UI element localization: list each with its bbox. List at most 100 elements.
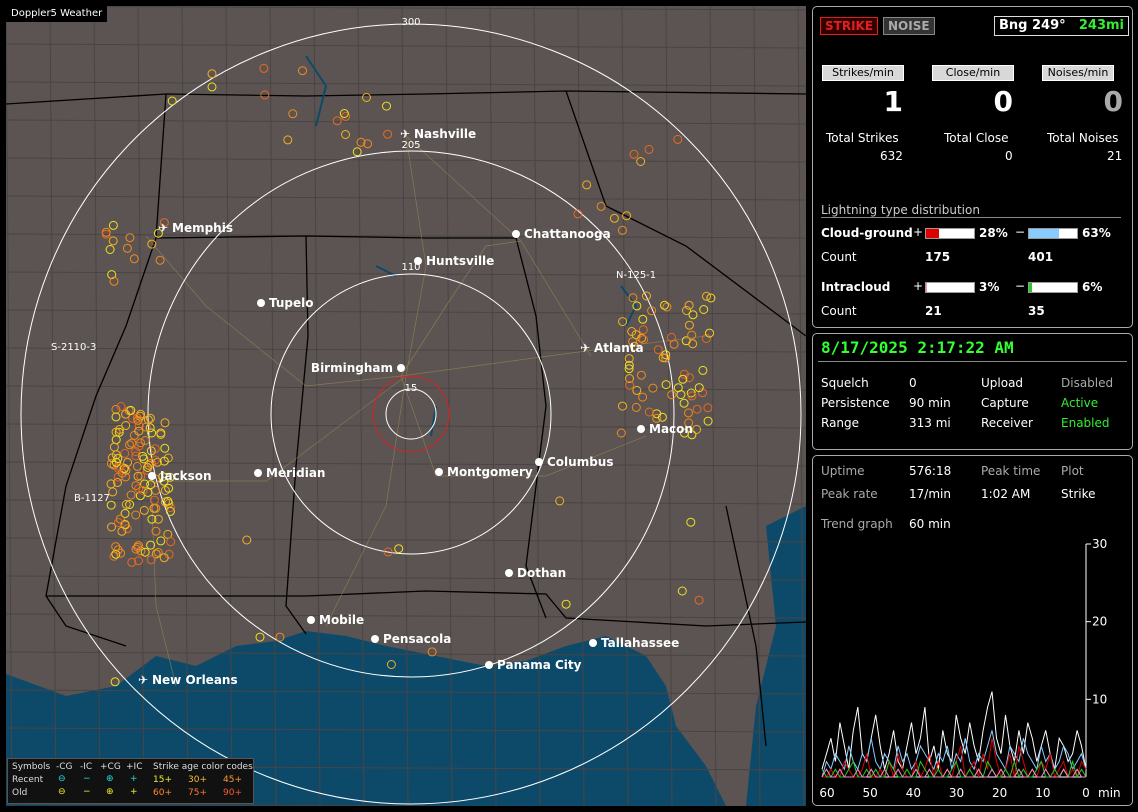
city-dot [148,472,156,480]
city-dot [535,458,543,466]
strike-marker [131,451,141,461]
trend-x-tick-label: 50 [863,786,878,800]
strike-marker [146,555,156,565]
strike-marker [652,413,662,423]
noises-per-min-button[interactable]: Noises/min [1042,65,1114,81]
strike-marker [638,314,648,324]
legend-old-label: Old [12,788,28,798]
noise-tab[interactable]: NOISE [883,17,935,35]
strike-marker [166,537,176,547]
ic-minus-pct: 6% [1082,280,1103,294]
lightning-map[interactable]: 300 205 110 15 ✈ Nashville ✈ Memphis Chattan… [6,6,806,806]
strike-marker [156,536,166,546]
strike-marker [644,144,654,154]
strike-marker [152,457,162,467]
legend-recent-ic-minus-icon: − [83,774,91,784]
strike-marker [155,255,165,265]
strike-marker [639,335,648,345]
strike-marker [259,63,269,73]
strike-marker [679,398,689,408]
strike-marker [617,225,627,235]
strike-marker [658,353,668,363]
total-strikes-label: Total Strikes [826,131,899,145]
strike-marker [122,243,132,253]
plot-value[interactable]: Strike [1061,487,1096,501]
strike-marker [341,130,350,139]
strike-marker [125,440,134,450]
city-label: Nashville [414,127,476,141]
strike-marker [636,370,646,380]
close-per-min-button[interactable]: Close/min [932,65,1014,81]
peak-rate-value: 17/min [909,487,951,501]
strike-marker [636,157,646,166]
trend-graph-value[interactable]: 60 min [909,517,951,531]
distribution-title: Lightning type distribution [821,203,1121,218]
city-label: Pensacola [383,632,451,646]
upload-value: Disabled [1061,376,1114,390]
city-label: Macon [649,422,693,436]
strike-marker [163,496,173,506]
cg-plus-count: 175 [925,250,951,264]
strike-marker [106,479,116,489]
strike-marker [631,330,641,340]
persistence-value: 90 min [909,396,951,410]
legend-recent-cg-plus-icon: ⊕ [106,774,114,784]
trend-y-tick-label: 30 [1092,537,1107,551]
strike-marker [427,647,437,657]
rivers [305,55,638,437]
capture-label: Capture [981,396,1029,410]
strike-marker [110,677,120,687]
strike-tab[interactable]: STRIKE [820,17,879,35]
strike-marker [705,328,714,338]
strike-marker [131,481,141,491]
ic-plus-count: 21 [925,304,942,318]
city-label: Memphis [172,221,233,235]
strike-marker [160,418,170,428]
strike-marker [622,211,632,221]
trend-x-tick-label: 10 [1035,786,1050,800]
trend-series [821,691,1087,779]
strike-marker [115,425,125,434]
bearing-distance: 243mi [1078,18,1124,33]
strike-marker [134,441,144,451]
receiver-value: Enabled [1061,416,1110,430]
strike-marker [647,306,657,316]
strike-marker [151,549,161,559]
ring-label-300: 300 [401,17,420,28]
peak-time-label: Peak time [981,464,1041,478]
city-label: Tupelo [269,296,314,310]
airport-icon: ✈ [158,221,168,235]
capture-value: Active [1061,396,1099,410]
strike-marker [159,456,169,466]
strike-marker [561,599,571,609]
airport-icon: ✈ [400,127,410,141]
trend-x-tick-label: 60 [819,786,834,800]
strike-marker [114,518,124,528]
squelch-label: Squelch [821,376,869,390]
strike-marker [555,496,565,506]
strike-marker [141,422,151,432]
city-dot [435,468,443,476]
strike-marker [159,476,169,486]
trend-y-tick-label: 20 [1092,615,1107,629]
strike-marker [352,147,362,157]
legend-col-ic-plus: +IC [126,762,143,772]
receiver-label: Receiver [981,416,1033,430]
strike-marker [629,149,639,159]
strike-marker [628,293,638,303]
strikes-per-min-button[interactable]: Strikes/min [822,65,904,81]
strike-marker [159,553,169,563]
ic-minus-sign: − [1015,279,1026,293]
ic-count-label: Count [821,304,857,318]
strike-marker [144,460,154,470]
strike-marker [682,306,691,315]
ring-label-15: 15 [405,383,418,394]
legend-age-60: 60+ [153,788,172,798]
legend-col-cg-minus: -CG [56,762,73,772]
legend-old-cg-minus-icon: ⊖ [58,787,66,797]
city-label: Panama City [497,658,582,672]
trend-axes [822,543,1091,778]
strike-marker [298,66,307,76]
strike-marker [133,542,143,552]
legend-age-45: 45+ [223,775,242,785]
